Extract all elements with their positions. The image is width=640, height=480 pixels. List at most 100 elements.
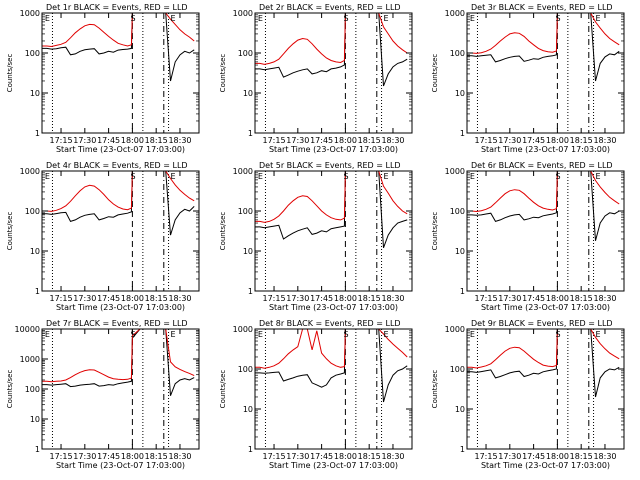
marker-label-e: E bbox=[383, 172, 388, 181]
x-axis-label: Start Time (23-Oct-07 17:03:00) bbox=[56, 303, 185, 312]
x-tick-label: 18:00 bbox=[121, 452, 144, 461]
y-axis-label: Counts/sec bbox=[431, 212, 439, 251]
y-axis-label: Counts/sec bbox=[6, 370, 14, 409]
y-tick-label: 100 bbox=[450, 49, 465, 58]
plot-frame bbox=[466, 170, 625, 292]
y-tick-label: 1 bbox=[460, 287, 465, 296]
y-tick-label: 10 bbox=[243, 247, 253, 256]
y-tick-label: 10 bbox=[30, 247, 40, 256]
y-axis-label: Counts/sec bbox=[6, 54, 14, 93]
y-tick-label: 1000 bbox=[445, 325, 465, 334]
marker-label-e: E bbox=[258, 14, 263, 23]
x-tick-label: 17:15 bbox=[262, 136, 285, 145]
marker-label-e: E bbox=[258, 330, 263, 339]
marker-label-e: E bbox=[45, 14, 50, 23]
x-tick-label: 18:30 bbox=[168, 294, 191, 303]
panel-title: Det 1r BLACK = Events, RED = LLD bbox=[46, 3, 188, 12]
marker-label-e: E bbox=[170, 14, 175, 23]
x-tick-label: 18:00 bbox=[546, 452, 569, 461]
plot-frame bbox=[41, 12, 200, 134]
series-lld-line bbox=[42, 171, 195, 212]
x-tick-label: 18:00 bbox=[334, 136, 357, 145]
x-tick-label: 17:15 bbox=[474, 136, 497, 145]
y-tick-label: 1000 bbox=[233, 9, 253, 18]
x-tick-label: 18:00 bbox=[334, 452, 357, 461]
y-tick-label: 1 bbox=[248, 287, 253, 296]
y-tick-label: 100 bbox=[238, 365, 253, 374]
chart-panel-9: Det 9r BLACK = Events, RED = LLD E S E 1 10 10… bbox=[431, 319, 625, 470]
y-axis-label: Counts/sec bbox=[219, 54, 227, 93]
chart-panel-3: Det 3r BLACK = Events, RED = LLD E S E 1 10 10… bbox=[431, 3, 625, 154]
x-tick-label: 18:15 bbox=[145, 294, 168, 303]
marker-label-e: E bbox=[470, 14, 475, 23]
x-tick-label: 17:45 bbox=[310, 452, 333, 461]
marker-label-s: S bbox=[343, 330, 348, 339]
plot-frame bbox=[254, 170, 413, 292]
y-tick-label: 1 bbox=[35, 445, 40, 454]
plot-frame bbox=[41, 170, 200, 292]
series-lld-line bbox=[467, 13, 620, 54]
y-tick-label: 1000 bbox=[445, 167, 465, 176]
chart-panel-4: Det 4r BLACK = Events, RED = LLD E S E 1 10 10… bbox=[6, 161, 200, 312]
x-axis-label: Start Time (23-Oct-07 17:03:00) bbox=[56, 145, 185, 154]
plot-frame bbox=[466, 328, 625, 450]
chart-panel-2: Det 2r BLACK = Events, RED = LLD E S E 1 10 10… bbox=[219, 3, 413, 154]
y-tick-label: 10 bbox=[455, 405, 465, 414]
marker-label-e: E bbox=[470, 172, 475, 181]
marker-label-e: E bbox=[45, 330, 50, 339]
x-tick-label: 17:45 bbox=[522, 452, 545, 461]
panel-title: Det 9r BLACK = Events, RED = LLD bbox=[471, 319, 613, 328]
series-events-line bbox=[255, 171, 408, 248]
y-tick-label: 10 bbox=[243, 405, 253, 414]
y-tick-label: 10 bbox=[243, 89, 253, 98]
series-events-line bbox=[467, 13, 620, 82]
series-lld-line bbox=[255, 329, 408, 369]
series-events-line bbox=[255, 329, 408, 403]
chart-panel-1: Det 1r BLACK = Events, RED = LLD E S E 1 10 10… bbox=[6, 3, 200, 154]
x-tick-label: 17:45 bbox=[97, 294, 120, 303]
x-tick-label: 17:15 bbox=[49, 136, 72, 145]
y-tick-label: 1 bbox=[35, 129, 40, 138]
y-tick-label: 100 bbox=[450, 365, 465, 374]
x-tick-label: 18:15 bbox=[570, 136, 593, 145]
marker-label-e: E bbox=[45, 172, 50, 181]
y-tick-label: 1000 bbox=[233, 325, 253, 334]
marker-label-s: S bbox=[130, 172, 135, 181]
x-tick-label: 17:30 bbox=[73, 452, 96, 461]
x-tick-label: 18:30 bbox=[593, 136, 616, 145]
y-tick-label: 1000 bbox=[233, 167, 253, 176]
x-axis-label: Start Time (23-Oct-07 17:03:00) bbox=[269, 303, 398, 312]
series-events-line bbox=[467, 329, 620, 398]
x-axis-label: Start Time (23-Oct-07 17:03:00) bbox=[56, 461, 185, 470]
marker-label-s: S bbox=[130, 14, 135, 23]
panel-title: Det 5r BLACK = Events, RED = LLD bbox=[259, 161, 401, 170]
x-axis-label: Start Time (23-Oct-07 17:03:00) bbox=[269, 145, 398, 154]
x-tick-label: 18:15 bbox=[145, 452, 168, 461]
y-tick-label: 10000 bbox=[15, 325, 40, 334]
y-tick-label: 1 bbox=[248, 129, 253, 138]
x-tick-label: 17:15 bbox=[474, 294, 497, 303]
panel-title: Det 6r BLACK = Events, RED = LLD bbox=[471, 161, 613, 170]
series-events-line bbox=[467, 171, 620, 241]
x-tick-label: 18:30 bbox=[168, 136, 191, 145]
marker-label-s: S bbox=[555, 330, 560, 339]
x-tick-label: 17:45 bbox=[522, 136, 545, 145]
marker-label-e: E bbox=[470, 330, 475, 339]
y-tick-label: 100 bbox=[238, 207, 253, 216]
y-tick-label: 10 bbox=[455, 247, 465, 256]
marker-label-s: S bbox=[130, 330, 135, 339]
x-axis-label: Start Time (23-Oct-07 17:03:00) bbox=[481, 145, 610, 154]
y-axis-label: Counts/sec bbox=[431, 370, 439, 409]
panel-title: Det 8r BLACK = Events, RED = LLD bbox=[259, 319, 401, 328]
x-tick-label: 17:30 bbox=[498, 136, 521, 145]
series-lld-line bbox=[467, 171, 620, 213]
chart-panel-5: Det 5r BLACK = Events, RED = LLD E S E 1 10 10… bbox=[219, 161, 413, 312]
marker-label-e: E bbox=[595, 330, 600, 339]
y-tick-label: 1 bbox=[248, 445, 253, 454]
x-tick-label: 18:15 bbox=[358, 294, 381, 303]
series-events-line bbox=[42, 329, 195, 396]
y-tick-label: 10 bbox=[30, 415, 40, 424]
series-lld-line bbox=[255, 171, 408, 223]
panel-title: Det 3r BLACK = Events, RED = LLD bbox=[471, 3, 613, 12]
y-tick-label: 1000 bbox=[445, 9, 465, 18]
